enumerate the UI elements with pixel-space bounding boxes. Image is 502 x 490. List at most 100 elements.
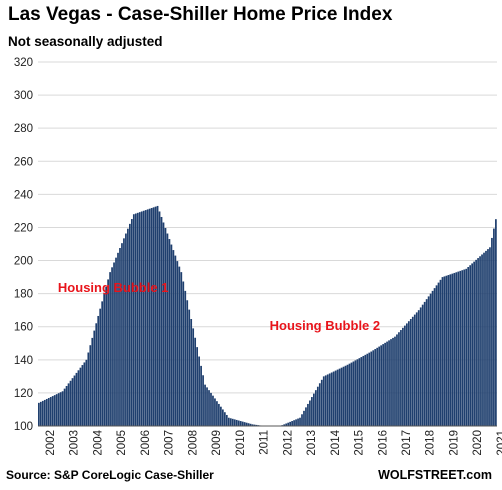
chart-bar [459,270,462,426]
chart-bar [154,206,157,426]
chart-bar [146,209,149,426]
chart-bar [53,395,56,426]
chart-bar [186,300,189,426]
chart-bar [293,420,295,426]
chart-bar [218,403,220,426]
chart-bar [206,387,208,426]
chart-bar [91,337,94,426]
chart-bar [245,422,248,426]
chart-bar [485,250,487,426]
chart-bar [483,252,485,426]
chart-bar [467,267,470,426]
chart-bar [487,249,489,426]
chart-bar [336,369,339,426]
chart-bar [142,210,145,426]
chart-bar [380,345,382,426]
chart-bar [204,384,206,426]
chart-bar [71,378,74,426]
chart-bar [340,367,343,426]
chart-bar [249,423,252,426]
chart-bar [427,296,430,426]
chart-bar [45,398,48,426]
chart-bar [223,412,226,426]
y-tick-label: 120 [14,388,33,400]
chart-bar [194,337,197,426]
chart-bar [338,368,341,426]
chart-bar [447,275,450,426]
chart-bar [105,286,107,426]
chart-bar [409,319,412,426]
chart-bar [237,420,240,426]
chart-bar [198,356,200,426]
chart-bar [148,208,151,426]
chart-bar [39,401,42,426]
chart-bar [358,358,361,426]
chart-bar [188,309,191,426]
chart-bar [455,272,458,426]
chart-bar [370,351,373,426]
chart-bar [65,386,68,426]
chart-bar [47,398,50,426]
chart-bar [184,290,187,426]
chart-bar [125,233,127,426]
chart-bar [69,380,72,426]
chart-bar [425,299,428,426]
chart-bar [113,262,115,426]
chart-bar [435,285,438,426]
chart-bar [342,366,345,426]
chart-bar [441,277,444,426]
chart-bar [346,364,349,426]
chart-bar [123,238,125,426]
chart-bar [255,424,258,426]
chart-bar [423,301,426,426]
chart-bar [398,332,400,426]
chart-bar [332,371,335,426]
chart-bar [152,207,155,426]
chart-bar [109,272,111,426]
chart-bar [67,383,70,426]
y-tick-label: 160 [14,322,33,334]
chart-bar [138,212,141,426]
chart-bar [192,328,195,426]
chart-bar [388,340,390,426]
chart-bar [318,383,321,426]
x-tick-label: 2002 [45,430,57,456]
chart-bar [43,399,46,426]
chart-bar [216,401,218,426]
chart-bar [132,214,135,426]
chart-bar [59,392,62,426]
chart-bar [463,269,466,426]
y-tick-label: 320 [14,57,33,69]
chart-bar [55,394,58,426]
chart-bar [439,279,442,426]
chart-bar [190,319,193,426]
chart-bar [103,294,106,426]
chart-bar [283,424,286,426]
chart-bar [376,347,379,426]
chart-bar [374,349,377,426]
chart-bar [405,323,408,426]
chart-bar [81,365,84,426]
chart-bar [95,323,98,426]
chart-bar [350,362,353,426]
chart-bar [225,414,228,426]
chart-bar [301,414,303,426]
chart-subtitle: Not seasonally adjusted [8,34,163,49]
chart-bar [378,346,381,426]
chart-bar [314,390,317,426]
chart-bar [289,421,291,426]
chart-bar [239,421,242,426]
chart-bar [164,228,167,426]
x-tick-label: 2018 [425,430,437,456]
x-tick-label: 2005 [116,430,128,456]
x-tick-label: 2014 [330,429,342,455]
x-tick-label: 2009 [211,430,223,456]
chart-bar [457,271,460,426]
chart-bar [465,268,468,426]
chart-bar [309,400,311,426]
chart-bar [407,321,410,426]
chart-bar [166,233,169,426]
chart-bar [93,330,96,426]
chart-bar [214,398,216,426]
